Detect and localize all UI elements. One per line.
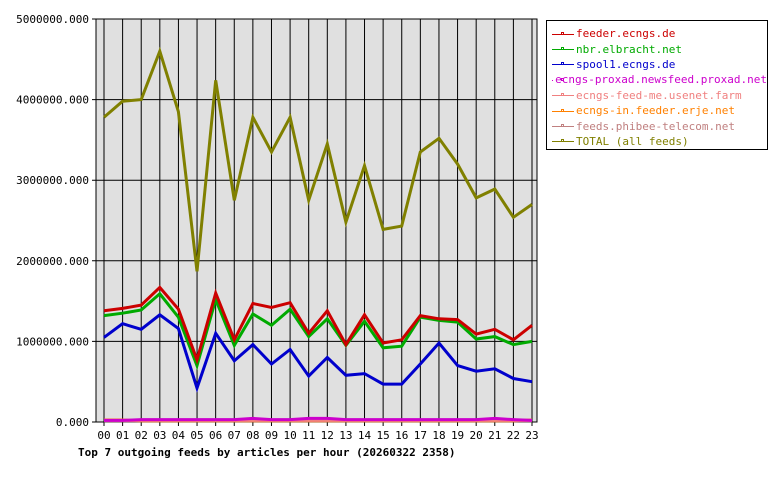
x-tick-label: 04 [172,429,186,442]
legend-swatch-icon [552,122,574,130]
legend-label: ecngs-in.feeder.erje.net [576,104,735,118]
x-tick-label: 03 [153,429,166,442]
legend: feeder.ecngs.de nbr.elbracht.net spool1.ec… [546,20,768,150]
x-tick-label: 05 [190,429,203,442]
legend-item: nbr.elbracht.net [547,41,767,56]
legend-swatch-icon [552,91,574,99]
x-tick-label: 13 [339,429,352,442]
x-tick-label: 12 [321,429,334,442]
legend-label: nbr.elbracht.net [576,42,682,56]
legend-label: spool1.ecngs.de [576,57,676,71]
x-tick-label: 06 [209,429,222,442]
series-line [103,312,533,393]
series-lines [103,46,533,423]
legend-item: TOTAL (all feeds) [547,134,767,149]
legend-swatch-icon [552,60,574,68]
x-tick-label: 20 [470,429,483,442]
legend-label: ecngs-proxad.newsfeed.proxad.net [555,73,767,87]
x-tick-label: 17 [414,429,427,442]
x-tick-label: 21 [488,429,501,442]
legend-swatch-icon [552,45,574,53]
series-line [103,285,533,365]
legend-label: ecngs-feed-me.usenet.farm [576,88,742,102]
legend-swatch-icon [552,76,564,84]
x-tick-label: 18 [432,429,445,442]
x-tick-label: 07 [228,429,241,442]
legend-swatch-icon [552,137,574,145]
series-line [103,46,533,272]
legend-swatch-icon [552,30,574,38]
x-tick-label: 14 [358,429,372,442]
chart-title: Top 7 outgoing feeds by articles per hou… [78,446,456,459]
x-tick-label: 11 [302,429,315,442]
x-tick-label: 02 [135,429,148,442]
x-axis: 00 01 02 03 04 05 06 07 08 09 10 11 12 13 14 15 16 17 18 19… [97,429,538,442]
x-tick-label: 23 [525,429,538,442]
x-tick-label: 10 [283,429,296,442]
legend-label: feeder.ecngs.de [576,27,676,41]
legend-item: ecngs-feed-me.usenet.farm [547,88,767,103]
y-tick-label: 3000000.000 [16,174,89,187]
legend-item: feeder.ecngs.de [547,26,767,41]
y-tick-label: 1000000.000 [16,335,89,348]
x-tick-label: 19 [451,429,464,442]
x-tick-label: 09 [265,429,278,442]
x-tick-label: 00 [97,429,110,442]
x-tick-label: 08 [246,429,259,442]
legend-label: feeds.phibee-telecom.net [576,119,735,133]
legend-item: feeds.phibee-telecom.net [547,118,767,133]
y-tick-label: 5000000.000 [16,13,89,26]
y-tick-label: 0.000 [56,416,89,429]
grid-lines [92,18,538,426]
legend-swatch-icon [552,107,574,115]
y-tick-label: 4000000.000 [16,94,89,107]
x-tick-label: 15 [377,429,390,442]
series-line [103,291,533,371]
y-tick-label: 2000000.000 [16,255,89,268]
x-tick-label: 01 [116,429,129,442]
y-axis: 0.000 1000000.000 2000000.000 3000000.000 40… [16,13,89,429]
legend-item: ecngs-proxad.newsfeed.proxad.net [547,72,767,87]
plot-area [96,19,537,422]
legend-item: spool1.ecngs.de [547,57,767,72]
legend-label: TOTAL (all feeds) [576,134,689,148]
series-line [104,416,533,422]
x-tick-label: 16 [395,429,408,442]
legend-item: ecngs-in.feeder.erje.net [547,103,767,118]
x-tick-label: 22 [507,429,520,442]
